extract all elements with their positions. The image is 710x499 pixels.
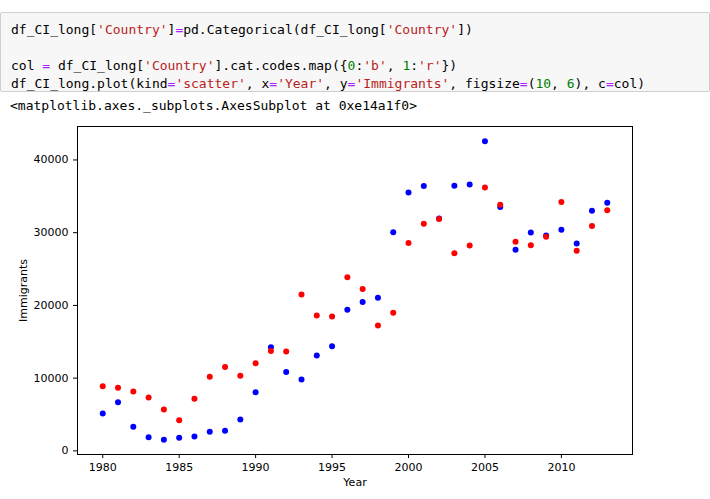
svg-text:Year: Year [342, 476, 367, 489]
html-text:df_CI_long.plot(kind = 'scatte: df_CI_long.plot(kind = 'scatter', x = 'Y… [11, 76, 645, 91]
svg-text:40000: 40000 [34, 153, 69, 166]
html-text:<matplotlib.axes._subplots.Axe: <matplotlib.axes._subplots.AxesSubplot a… [10, 98, 417, 113]
svg-text:1990: 1990 [242, 461, 270, 474]
svg-text:2000: 2000 [395, 461, 423, 474]
svg-text:0: 0 [62, 444, 69, 457]
svg-text:1985: 1985 [165, 461, 193, 474]
svg-text:30000: 30000 [34, 226, 69, 239]
svg-text:2010: 2010 [547, 461, 575, 474]
svg-text:10000: 10000 [34, 372, 69, 385]
svg-text:20000: 20000 [34, 299, 69, 312]
svg-text:2005: 2005 [471, 461, 499, 474]
svg-text:1980: 1980 [89, 461, 117, 474]
svg-text:1995: 1995 [318, 461, 346, 474]
html-text:col = df_CI_long['Country'].ca: col = df_CI_long['Country'].cat.codes.ma… [11, 58, 458, 73]
svg-text:Immigrants: Immigrants [17, 259, 30, 322]
html-text:df_CI_long['Country'] = pd.Cat: df_CI_long['Country'] = pd.Categorical(d… [11, 22, 473, 37]
